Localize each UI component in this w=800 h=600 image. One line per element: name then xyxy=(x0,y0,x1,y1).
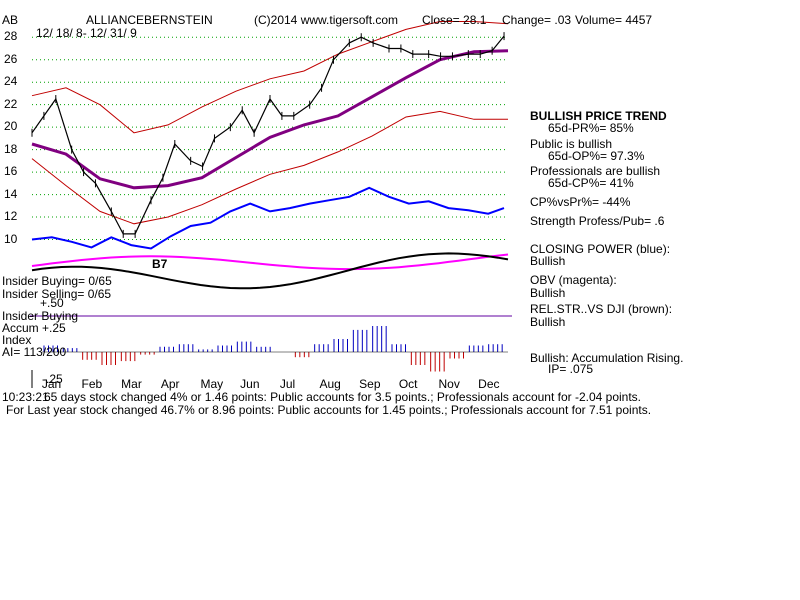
x-tick-label: Jan xyxy=(41,377,62,391)
price-grid xyxy=(31,36,508,388)
y-tick-label: 10 xyxy=(4,231,18,246)
x-tick-label: Oct xyxy=(398,377,418,391)
volume-value: Volume= 4457 xyxy=(575,13,653,27)
accum-top-label: Insider Buying xyxy=(2,309,79,323)
close-value: Close= 28.1 xyxy=(422,13,487,27)
obv-line xyxy=(31,253,509,271)
accum-label: Accum +.25 xyxy=(2,321,66,335)
cpvs-value: CP%vsPr%= -44% xyxy=(530,195,631,209)
y-tick-label: 18 xyxy=(4,141,18,156)
x-tick-label: Aug xyxy=(319,377,341,391)
x-tick-label: Feb xyxy=(81,377,103,391)
price-series xyxy=(31,32,505,250)
y-tick-label: 24 xyxy=(4,74,18,89)
y-tick-label: 20 xyxy=(4,119,18,134)
x-tick-label: Dec xyxy=(478,377,500,391)
date-range: 12/ 18/ 8- 12/ 31/ 9 xyxy=(36,26,137,40)
rel-str-state: Bullish xyxy=(530,315,566,329)
insider-selling-label: Insider Selling= 0/65 xyxy=(2,287,112,301)
ticker: AB xyxy=(2,13,19,27)
accumulation-histogram xyxy=(42,326,508,372)
lower-band xyxy=(31,110,508,225)
relative-strength-line xyxy=(31,252,509,290)
op-value: 65d-OP%= 97.3% xyxy=(548,149,645,163)
x-tick-label: Jun xyxy=(240,377,260,391)
obv-label: OBV (magenta): xyxy=(530,273,617,287)
cp-value: 65d-CP%= 41% xyxy=(548,176,634,190)
closing-power-label: CLOSING POWER (blue): xyxy=(530,242,671,256)
lower-indicators xyxy=(31,252,509,290)
y-tick-label: 16 xyxy=(4,164,18,179)
y-tick-label: 26 xyxy=(4,51,18,66)
channel-bands xyxy=(31,21,509,225)
pr-value: 65d-PR%= 85% xyxy=(548,121,634,135)
neg-label: -.25 xyxy=(42,372,63,386)
y-tick-label: 14 xyxy=(4,186,18,201)
y-tick-label: 28 xyxy=(4,29,18,44)
change-value: Change= .03 xyxy=(502,13,572,27)
y-tick-label: 22 xyxy=(4,96,18,111)
insider-buying-label: Insider Buying= 0/65 xyxy=(2,274,112,288)
x-tick-label: Jul xyxy=(279,377,296,391)
footer-line-1: 65 days stock changed 4% or 1.46 points:… xyxy=(44,390,642,404)
pros-status: Professionals are bullish xyxy=(530,164,661,178)
y-tick-label: 12 xyxy=(4,209,18,224)
copyright: (C)2014 www.tigersoft.com xyxy=(254,13,399,27)
x-tick-label: Sep xyxy=(359,377,381,391)
trend-title: BULLISH PRICE TREND xyxy=(530,109,667,123)
closing-power-state: Bullish xyxy=(530,254,566,268)
company-name: ALLIANCEBERNSTEIN xyxy=(86,13,213,27)
accum-message: Bullish: Accumulation Rising. xyxy=(530,351,684,365)
obv-state: Bullish xyxy=(530,286,566,300)
index-label: Index xyxy=(2,333,32,347)
x-tick-label: May xyxy=(200,377,224,391)
rel-str-label: REL.STR..VS DJI (brown): xyxy=(530,302,673,316)
upper-band xyxy=(31,21,509,134)
buy-signal-b7: B7 xyxy=(152,257,168,271)
x-tick-label: Mar xyxy=(121,377,142,391)
strength-value: Strength Profess/Pub= .6 xyxy=(530,214,665,228)
x-tick-label: Apr xyxy=(160,377,180,391)
ip-value: IP= .075 xyxy=(548,362,594,376)
pos50-label: +.50 xyxy=(40,296,64,310)
closing-power-line xyxy=(31,186,505,250)
public-status: Public is bullish xyxy=(530,137,613,151)
ai-label: AI= 113/200 xyxy=(2,345,67,359)
x-tick-label: Nov xyxy=(438,377,460,391)
price-line xyxy=(31,35,505,235)
moving-average xyxy=(31,49,509,190)
footer-time: 10:23:21 xyxy=(2,390,49,404)
footer-line-2: For Last year stock changed 46.7% or 8.9… xyxy=(6,403,652,417)
